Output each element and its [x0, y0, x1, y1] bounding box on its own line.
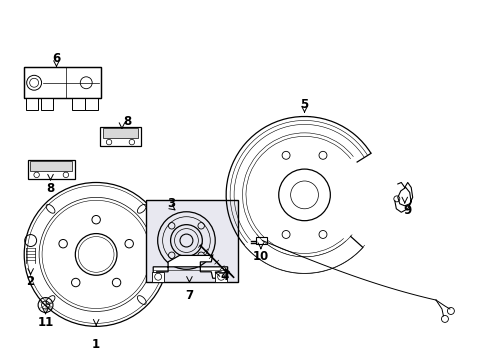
Bar: [255, 237, 266, 243]
Bar: [28, 160, 75, 179]
Polygon shape: [244, 235, 364, 273]
Bar: [85, 98, 98, 109]
Text: 10: 10: [252, 251, 268, 264]
Text: 6: 6: [52, 52, 61, 65]
Text: 7: 7: [185, 289, 193, 302]
Text: 8: 8: [46, 183, 55, 195]
Polygon shape: [153, 255, 227, 278]
Bar: [24, 67, 101, 98]
Bar: [24, 67, 101, 98]
Bar: [215, 272, 226, 282]
Bar: [100, 127, 141, 146]
Bar: [145, 200, 237, 282]
Bar: [41, 98, 53, 109]
Bar: [30, 161, 72, 171]
Bar: [72, 98, 84, 109]
Text: 9: 9: [403, 204, 411, 217]
Text: 3: 3: [167, 197, 175, 210]
Text: 4: 4: [220, 270, 228, 283]
Text: 2: 2: [26, 275, 35, 288]
Bar: [152, 272, 164, 282]
Text: 11: 11: [38, 316, 54, 329]
Text: 1: 1: [92, 338, 100, 351]
Text: 5: 5: [300, 98, 308, 111]
Bar: [26, 98, 38, 109]
Text: 8: 8: [122, 115, 131, 128]
Bar: [102, 129, 138, 138]
